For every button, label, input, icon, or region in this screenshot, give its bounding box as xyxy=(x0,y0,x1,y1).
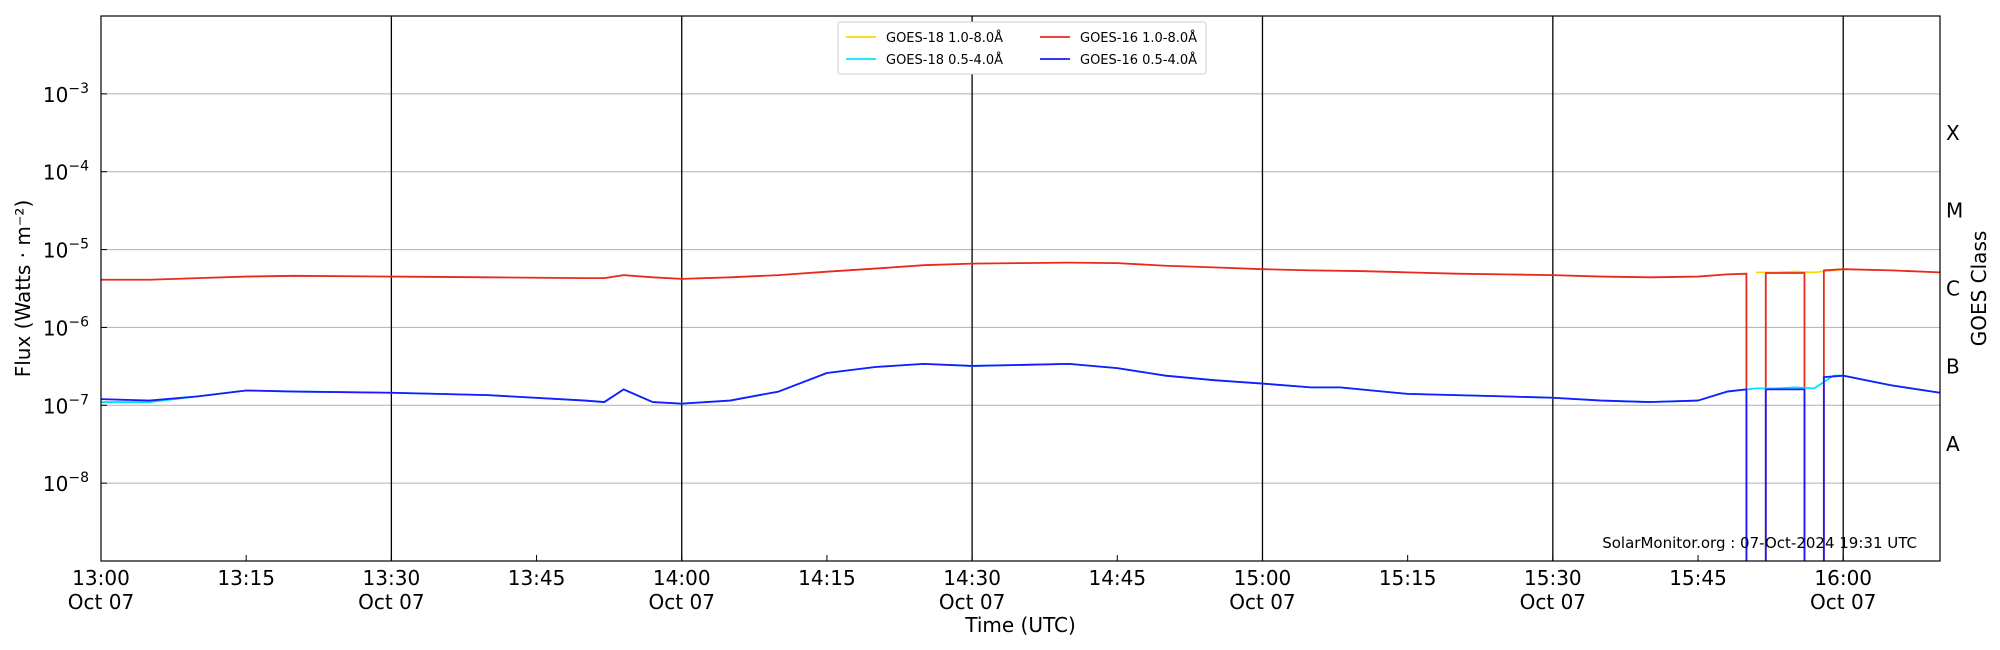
x-tick-label: 13:00 xyxy=(72,566,130,590)
goes-class-axis-label: GOES Class xyxy=(1967,231,1991,347)
x-tick-label: 15:00 xyxy=(1234,566,1292,590)
x-tick-label: 13:30 xyxy=(363,566,421,590)
goes-class-label: A xyxy=(1946,432,1960,456)
goes-class-label: B xyxy=(1946,354,1960,378)
x-tick-label: 15:45 xyxy=(1669,566,1727,590)
series-line xyxy=(101,363,1941,405)
goes-class-label: M xyxy=(1946,199,1963,223)
x-tick-date-label: Oct 07 xyxy=(68,590,134,614)
y-tick-label: 10−3 xyxy=(43,81,89,107)
x-tick-label: 14:00 xyxy=(653,566,711,590)
goes-class-label: X xyxy=(1946,121,1960,145)
goes-class-label: C xyxy=(1946,277,1960,301)
legend: GOES-18 1.0-8.0Å GOES-18 0.5-4.0Å GOES-16 … xyxy=(837,21,1207,75)
x-tick-label: 16:00 xyxy=(1814,566,1872,590)
x-tick-date-label: Oct 07 xyxy=(649,590,715,614)
y-tick-label: 10−5 xyxy=(43,237,89,263)
series-line xyxy=(101,261,1941,561)
x-tick-date-label: Oct 07 xyxy=(939,590,1005,614)
y-tick-label: 10−7 xyxy=(43,392,89,418)
x-tick-label: 15:30 xyxy=(1524,566,1582,590)
credit-text: SolarMonitor.org : 07-Oct-2024 19:31 UTC xyxy=(1602,534,1917,552)
x-tick-label: 14:45 xyxy=(1088,566,1146,590)
legend-box xyxy=(837,21,1207,75)
x-tick-label: 13:15 xyxy=(217,566,275,590)
legend-entry: GOES-18 1.0-8.0Å xyxy=(886,30,1003,46)
plot-frame xyxy=(100,15,1941,562)
series-layer xyxy=(100,261,1941,561)
y-tick-label: 10−6 xyxy=(43,314,89,340)
legend-entry: GOES-18 0.5-4.0Å xyxy=(886,52,1003,68)
x-tick-label: 13:45 xyxy=(508,566,566,590)
y-axis-label: Flux (Watts · m⁻²) xyxy=(11,200,35,378)
series-line xyxy=(100,363,1941,561)
x-tick-date-label: Oct 07 xyxy=(358,590,424,614)
x-tick-date-label: Oct 07 xyxy=(1810,590,1876,614)
x-tick-date-label: Oct 07 xyxy=(1520,590,1586,614)
legend-entry: GOES-16 1.0-8.0Å xyxy=(1080,30,1197,46)
x-tick-label: 14:15 xyxy=(798,566,856,590)
legend-entry: GOES-16 0.5-4.0Å xyxy=(1080,52,1197,68)
grid-layer xyxy=(101,16,1940,561)
x-tick-label: 14:30 xyxy=(943,566,1001,590)
x-axis-label: Time (UTC) xyxy=(964,613,1076,637)
y-tick-label: 10−8 xyxy=(43,470,89,496)
x-tick-label: 15:15 xyxy=(1379,566,1437,590)
y-tick-label: 10−4 xyxy=(43,159,89,185)
x-tick-date-label: Oct 07 xyxy=(1229,590,1295,614)
